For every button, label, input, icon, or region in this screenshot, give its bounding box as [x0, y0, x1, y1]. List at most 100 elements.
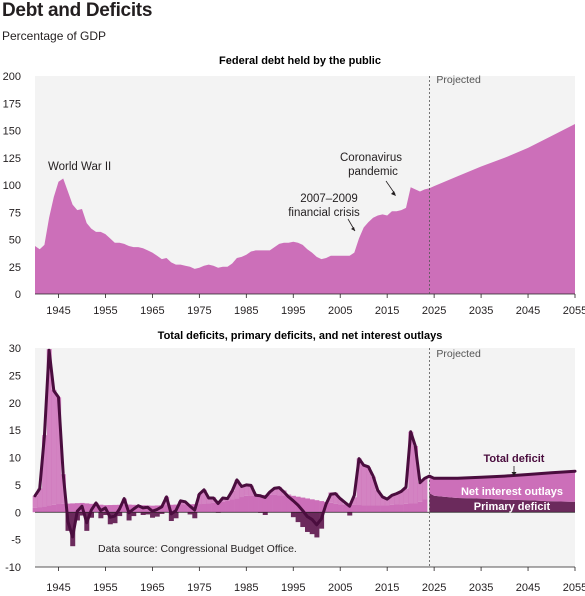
net-interest-bar — [74, 503, 80, 513]
primary-deficit-bar — [243, 484, 249, 496]
primary-surplus-bar — [103, 512, 109, 515]
net-interest-bar — [107, 505, 113, 513]
net-interest-bar — [253, 495, 259, 513]
debt-x-tick-label: 1945 — [46, 305, 70, 317]
primary-deficit-bar — [234, 480, 240, 499]
page-title: Debt and Deficits — [2, 0, 153, 21]
net-interest-bar — [197, 504, 202, 513]
net-interest-bar — [380, 505, 386, 513]
net-interest-bar — [201, 503, 207, 513]
annotation-financial-crisis-line2: financial crisis — [288, 207, 360, 219]
net-interest-bar — [150, 505, 156, 513]
primary-deficit-bar — [370, 476, 376, 506]
primary-deficit-bar — [42, 435, 48, 507]
net-interest-bar — [333, 503, 339, 513]
debt-y-tick-label: 200 — [3, 71, 21, 83]
net-interest-bar — [182, 504, 188, 513]
annotation-pandemic-line2: pandemic — [348, 166, 398, 178]
primary-deficit-bar — [239, 487, 245, 498]
deficit-annotations: Total deficit Net interest outlays Prima… — [98, 453, 563, 555]
net-interest-bar — [112, 504, 118, 513]
debt-x-tick-label: 2035 — [469, 305, 493, 317]
net-interest-bar — [135, 505, 141, 513]
net-interest-bar — [159, 505, 165, 513]
primary-surplus-bar — [126, 512, 132, 521]
primary-deficit-bar — [398, 491, 404, 505]
primary-surplus-bar — [309, 512, 315, 535]
net-interest-bar — [328, 502, 334, 513]
primary-surplus-bar — [187, 512, 193, 515]
net-interest-bar — [356, 505, 362, 513]
debt-y-tick-label: 0 — [15, 289, 21, 301]
deficit-y-tick-label: -10 — [5, 562, 21, 574]
net-interest-bar — [243, 495, 249, 513]
deficit-chart-title: Total deficits, primary deficits, and ne… — [158, 330, 443, 342]
total-deficit-line — [33, 348, 577, 539]
primary-surplus-bar — [117, 512, 123, 517]
debt-projected-label: Projected — [436, 74, 481, 86]
net-interest-bar — [262, 494, 268, 513]
deficit-x-tick-label: 2055 — [563, 582, 585, 594]
net-interest-bar — [394, 504, 400, 513]
source-note: Data source: Congressional Budget Office… — [98, 543, 297, 555]
debt-chart-title: Federal debt held by the public — [219, 55, 381, 67]
net-interest-bar — [215, 502, 221, 513]
deficit-y-tick-label: -5 — [11, 535, 21, 547]
net-interest-bar — [267, 494, 273, 513]
deficit-x-tick-label: 1985 — [234, 582, 258, 594]
net-interest-bar — [248, 495, 254, 513]
deficit-projected-label: Projected — [436, 348, 481, 360]
primary-surplus-bar — [168, 512, 174, 522]
net-interest-bar — [347, 504, 353, 513]
primary-deficit-label: Primary deficit — [474, 501, 551, 513]
primary-deficit-bar — [197, 494, 202, 505]
deficit-x-tick-label: 2025 — [422, 582, 446, 594]
primary-deficit-area — [429, 493, 575, 513]
debt-y-tick-label: 75 — [9, 207, 21, 219]
primary-surplus-bar — [290, 512, 296, 518]
debt-chart: Federal debt held by the public 0 25 50 75 1… — [3, 55, 585, 317]
net-interest-bar — [417, 501, 423, 513]
debt-x-tick-label: 2015 — [375, 305, 399, 317]
net-interest-bar — [164, 505, 170, 513]
debt-area-layer — [35, 124, 575, 294]
primary-deficit-bar — [201, 489, 207, 504]
net-interest-bar — [32, 507, 38, 513]
primary-deficit-bar — [389, 495, 395, 505]
primary-surplus-bar — [159, 512, 165, 514]
net-interest-bar — [413, 503, 418, 513]
debt-y-tick-label: 100 — [3, 180, 21, 192]
primary-deficit-bar — [413, 446, 418, 504]
primary-surplus-bar — [145, 512, 151, 515]
net-interest-bar — [290, 495, 296, 513]
debt-x-tick-label: 1975 — [187, 305, 211, 317]
financial-crisis-arrowhead — [351, 227, 355, 231]
debt-x-tick-label: 1985 — [234, 305, 258, 317]
primary-surplus-bar — [98, 512, 104, 519]
net-interest-bar — [229, 499, 235, 513]
net-interest-bar — [84, 503, 90, 513]
annotation-pandemic-line1: Coronavirus — [340, 152, 402, 164]
net-interest-bar — [422, 499, 428, 513]
primary-surplus-bar — [154, 512, 160, 517]
primary-deficit-bar — [422, 478, 428, 500]
debt-x-tick-label: 2025 — [422, 305, 446, 317]
primary-deficit-bar — [37, 488, 43, 508]
deficit-y-tick-label: 25 — [9, 370, 21, 382]
deficit-x-tick-label: 1945 — [46, 582, 70, 594]
primary-deficit-bar — [229, 490, 235, 500]
debt-x-tick-label: 1965 — [140, 305, 164, 317]
net-interest-bar — [375, 505, 381, 513]
debt-x-tick-label: 2045 — [516, 305, 540, 317]
net-interest-bar — [93, 504, 99, 513]
pandemic-arrowhead — [391, 191, 396, 196]
net-interest-bar — [121, 504, 127, 513]
net-interest-bar — [319, 501, 325, 513]
deficit-x-tick-label: 1965 — [140, 582, 164, 594]
deficit-y-tick-label: 15 — [9, 425, 21, 437]
net-interest-bar — [234, 498, 240, 513]
page-subtitle: Percentage of GDP — [2, 29, 107, 43]
net-interest-bar — [403, 503, 409, 513]
primary-surplus-bar — [305, 512, 310, 532]
